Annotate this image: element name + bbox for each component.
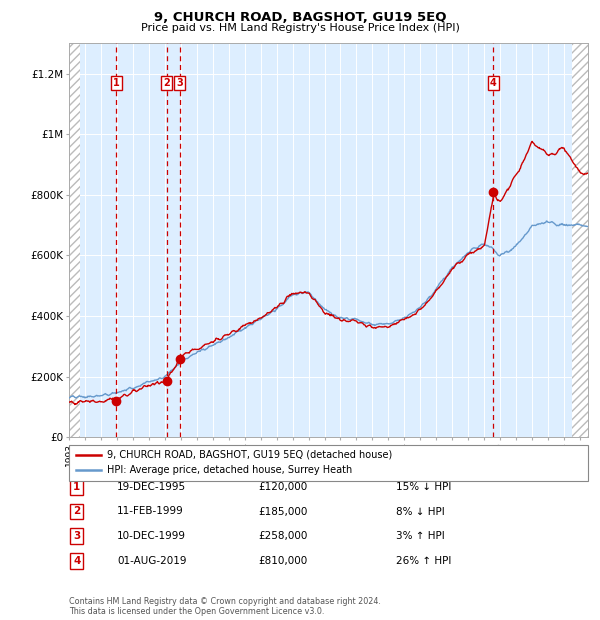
Text: £120,000: £120,000 bbox=[258, 482, 307, 492]
Text: 1: 1 bbox=[73, 482, 80, 492]
Text: This data is licensed under the Open Government Licence v3.0.: This data is licensed under the Open Gov… bbox=[69, 607, 325, 616]
Text: £810,000: £810,000 bbox=[258, 556, 307, 566]
Text: 3: 3 bbox=[176, 78, 183, 88]
Text: 01-AUG-2019: 01-AUG-2019 bbox=[117, 556, 187, 566]
Text: 3% ↑ HPI: 3% ↑ HPI bbox=[396, 531, 445, 541]
Text: 11-FEB-1999: 11-FEB-1999 bbox=[117, 507, 184, 516]
Text: 15% ↓ HPI: 15% ↓ HPI bbox=[396, 482, 451, 492]
Text: 9, CHURCH ROAD, BAGSHOT, GU19 5EQ: 9, CHURCH ROAD, BAGSHOT, GU19 5EQ bbox=[154, 11, 446, 24]
Text: 4: 4 bbox=[490, 78, 497, 88]
Text: Price paid vs. HM Land Registry's House Price Index (HPI): Price paid vs. HM Land Registry's House … bbox=[140, 23, 460, 33]
Text: Contains HM Land Registry data © Crown copyright and database right 2024.: Contains HM Land Registry data © Crown c… bbox=[69, 597, 381, 606]
Text: 2: 2 bbox=[73, 507, 80, 516]
Bar bbox=[69, 43, 80, 437]
Text: 2: 2 bbox=[163, 78, 170, 88]
Text: 26% ↑ HPI: 26% ↑ HPI bbox=[396, 556, 451, 566]
Text: 8% ↓ HPI: 8% ↓ HPI bbox=[396, 507, 445, 516]
Text: £185,000: £185,000 bbox=[258, 507, 307, 516]
Text: 3: 3 bbox=[73, 531, 80, 541]
Bar bbox=[572, 43, 588, 437]
Text: 4: 4 bbox=[73, 556, 80, 566]
Text: 19-DEC-1995: 19-DEC-1995 bbox=[117, 482, 186, 492]
Text: HPI: Average price, detached house, Surrey Heath: HPI: Average price, detached house, Surr… bbox=[107, 466, 353, 476]
Text: 10-DEC-1999: 10-DEC-1999 bbox=[117, 531, 186, 541]
Text: 9, CHURCH ROAD, BAGSHOT, GU19 5EQ (detached house): 9, CHURCH ROAD, BAGSHOT, GU19 5EQ (detac… bbox=[107, 450, 392, 459]
Text: £258,000: £258,000 bbox=[258, 531, 307, 541]
Text: 1: 1 bbox=[113, 78, 120, 88]
